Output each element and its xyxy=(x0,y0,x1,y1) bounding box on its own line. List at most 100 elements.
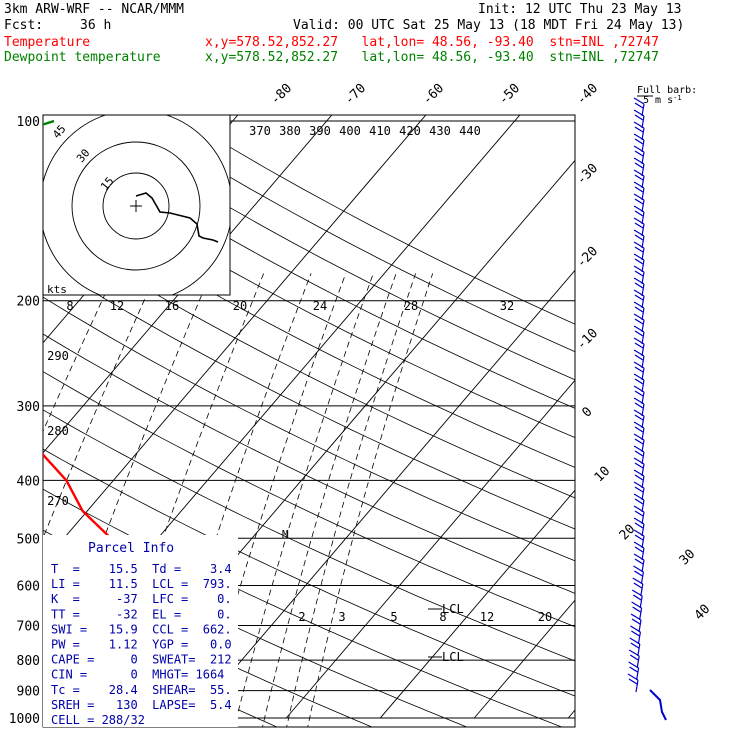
wind-barb xyxy=(633,337,645,345)
pressure-tick-label: 200 xyxy=(17,295,40,310)
wind-barb xyxy=(634,258,644,265)
isotherm-label: 0 xyxy=(579,404,595,420)
wind-barb xyxy=(631,618,641,625)
theta-label: 400 xyxy=(339,124,361,138)
wind-barb xyxy=(638,619,642,633)
pressure-tick-label: 300 xyxy=(17,400,40,415)
wind-barb xyxy=(641,559,645,573)
theta-label: 370 xyxy=(249,124,271,138)
wind-barb xyxy=(634,354,644,361)
hodograph-trace xyxy=(135,192,219,243)
isotherm-line xyxy=(473,599,575,719)
theta-label: 430 xyxy=(429,124,451,138)
wind-barb xyxy=(634,486,644,493)
plot-frame xyxy=(42,114,576,728)
isotherm-label: 30 xyxy=(677,547,699,569)
wind-barb xyxy=(634,570,643,577)
parcel-info-row: SREH = 130 LAPSE= 5.4 xyxy=(51,698,232,712)
wind-barb xyxy=(641,331,645,345)
dry-adiabat-line xyxy=(43,190,575,468)
wind-barb xyxy=(633,409,645,417)
wind-barb xyxy=(634,198,644,205)
wind-barb xyxy=(634,534,644,541)
dry-adiabat-line xyxy=(43,448,575,697)
model-title: 3km ARW-WRF -- NCAR/MMM xyxy=(4,2,185,17)
wind-barb xyxy=(634,114,644,121)
forecast-hour: 36 h xyxy=(80,18,112,33)
wind-barb xyxy=(634,234,644,241)
wind-barb xyxy=(634,306,644,313)
isotherm-label: 40 xyxy=(692,602,714,624)
wind-barb xyxy=(641,271,645,285)
wind-barb xyxy=(633,109,645,117)
wind-barb xyxy=(633,145,645,153)
wind-barb xyxy=(634,438,644,445)
dry-adiabat-line xyxy=(43,122,575,409)
isotherm-label: -60 xyxy=(420,81,447,108)
temperature-legend-label: Temperature xyxy=(4,35,91,50)
mixing-ratio-label: 32 xyxy=(500,299,514,313)
parcel-info-background xyxy=(43,535,238,727)
isotherm-label: -50 xyxy=(496,81,523,108)
pressure-tick-label: 400 xyxy=(17,474,40,489)
wind-barb xyxy=(632,606,641,613)
wind-barb xyxy=(628,661,639,669)
wind-barb xyxy=(641,127,645,141)
wind-barb xyxy=(641,115,645,129)
mixing-ratio-line xyxy=(307,273,434,727)
wind-barb xyxy=(641,235,645,249)
wind-barb xyxy=(634,426,644,433)
wind-barb xyxy=(641,247,645,261)
wind-barb xyxy=(634,402,644,409)
isotherm-line xyxy=(379,489,575,719)
wind-barb xyxy=(633,253,645,261)
dry-adiabat-line xyxy=(43,155,575,439)
mixing-ratio-label: 28 xyxy=(404,299,418,313)
wind-barb xyxy=(633,385,645,393)
hodograph-ring xyxy=(71,141,201,271)
wind-barb xyxy=(634,222,644,229)
mixing-ratio-line xyxy=(200,273,347,727)
mixing-ratio-label: 12 xyxy=(480,610,494,624)
wind-barb xyxy=(634,546,644,553)
theta-side-label: 290 xyxy=(47,349,69,363)
wind-barb xyxy=(634,510,644,517)
wind-barb xyxy=(633,121,645,129)
parcel-info-row: LI = 11.5 LCL = 793. xyxy=(51,577,232,591)
pressure-tick-label: 500 xyxy=(17,532,40,547)
isotherm-line xyxy=(567,709,575,719)
mixing-ratio-label: 5 xyxy=(390,610,397,624)
parcel-info-row: Tc = 28.4 SHEAR= 55. xyxy=(51,683,232,697)
pressure-tick-label: 800 xyxy=(17,654,40,669)
isotherm-label: -10 xyxy=(574,326,601,353)
wind-barb xyxy=(633,181,645,189)
dry-adiabat-line xyxy=(43,296,575,562)
wind-barb xyxy=(641,187,645,201)
init-time: Init: 12 UTC Thu 23 May 13 xyxy=(478,2,682,17)
wind-barb xyxy=(641,451,645,465)
wind-barb xyxy=(634,294,644,301)
isotherm-label: -20 xyxy=(574,244,601,271)
wind-barb xyxy=(634,450,644,457)
wind-barb xyxy=(634,210,644,217)
wind-barb xyxy=(633,445,645,453)
wind-barb xyxy=(634,558,644,565)
temperature-location: x,y=578.52,852.27 lat,lon= 48.56, -93.40… xyxy=(205,35,659,50)
wind-barb xyxy=(632,577,644,585)
wind-barb xyxy=(636,667,640,681)
wind-barb xyxy=(641,283,645,297)
wind-barb xyxy=(641,499,645,513)
wind-barb xyxy=(634,126,644,133)
wind-barb xyxy=(641,103,645,117)
wind-barb xyxy=(629,666,638,673)
hodograph-rings xyxy=(43,115,230,295)
isotherm-label: -70 xyxy=(342,81,369,108)
pressure-tick-label: 700 xyxy=(17,620,40,635)
wind-barb xyxy=(633,373,645,381)
theta-label: 390 xyxy=(309,124,331,138)
wind-barb xyxy=(632,594,642,601)
wind-barb xyxy=(637,643,641,657)
wind-barb xyxy=(633,553,645,561)
wind-barb xyxy=(641,403,645,417)
